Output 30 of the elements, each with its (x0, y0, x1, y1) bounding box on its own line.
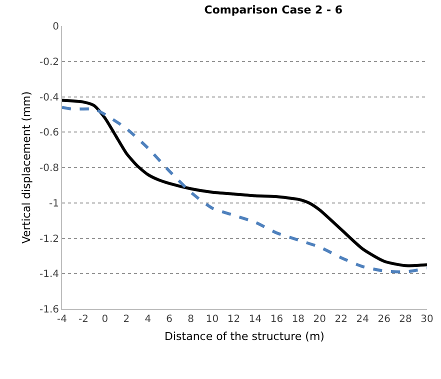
y-tick-label: -0.8 (39, 163, 59, 174)
x-tick-label: 22 (334, 314, 348, 325)
x-tick-label: 26 (378, 314, 390, 325)
y-tick-label: -1 (49, 198, 59, 210)
x-tick-label: 12 (227, 314, 240, 325)
y-tick-label: 0 (52, 22, 59, 32)
x-tick-label: 6 (166, 314, 173, 325)
y-axis-title: Vertical displacement (mm) (20, 91, 34, 244)
x-tick-label: 8 (188, 314, 194, 325)
x-tick-label: 16 (270, 314, 284, 325)
chart-title: Comparison Case 2 - 6 (204, 3, 343, 16)
x-tick-label: 28 (399, 314, 412, 325)
x-tick-label: 30 (420, 314, 434, 325)
x-tick-label: 18 (292, 314, 305, 325)
x-tick-label: 4 (144, 314, 152, 325)
x-tick-label: 14 (248, 314, 262, 325)
x-tick-label: 24 (356, 314, 369, 325)
x-tick-label: -2 (78, 314, 88, 325)
y-tick-label: -0.6 (39, 128, 59, 139)
x-tick-label: -4 (57, 314, 67, 325)
y-tick-label: -1.6 (39, 304, 59, 316)
y-tick-label: -0.2 (39, 56, 59, 68)
x-tick-label: 10 (206, 314, 219, 325)
x-axis-title: Distance of the structure (m) (164, 330, 324, 344)
x-tick-label: 2 (123, 314, 130, 325)
y-tick-label: -0.4 (39, 92, 59, 104)
y-tick-label: -1.4 (39, 269, 59, 280)
x-tick-label: 0 (102, 314, 108, 325)
y-tick-label: -1.2 (39, 234, 59, 245)
x-tick-label: 20 (313, 314, 326, 325)
